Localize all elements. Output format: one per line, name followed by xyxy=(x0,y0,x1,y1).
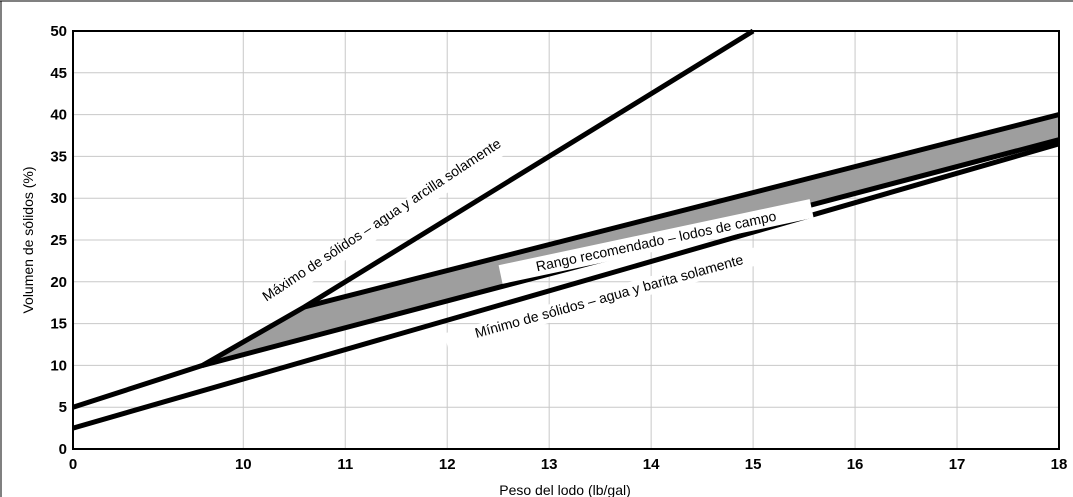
y-tick-label: 0 xyxy=(59,441,67,458)
y-tick-label: 40 xyxy=(50,107,67,124)
y-tick-label: 15 xyxy=(50,316,67,333)
x-tick-labels: 0 10 11 12 13 14 15 16 17 18 xyxy=(69,456,1068,473)
x-tick-label: 14 xyxy=(643,456,660,473)
y-tick-label: 25 xyxy=(50,232,67,249)
range-upper-line xyxy=(303,112,1060,310)
y-tick-labels: 0 5 10 15 20 25 30 35 40 45 50 xyxy=(50,23,67,458)
x-tick-label: 18 xyxy=(1051,456,1068,473)
x-tick-label: 0 xyxy=(69,456,77,473)
y-tick-label: 5 xyxy=(59,399,67,416)
x-axis-label: Peso del lodo (lb/gal) xyxy=(499,482,631,497)
y-tick-label: 20 xyxy=(50,274,67,291)
x-tick-label: 15 xyxy=(745,456,762,473)
y-tick-label: 35 xyxy=(50,148,67,165)
max-solids-line xyxy=(72,28,755,410)
plot-frame xyxy=(72,30,1060,450)
annotation-range-bg xyxy=(498,199,814,284)
x-tick-label: 13 xyxy=(541,456,558,473)
min-solids-line xyxy=(72,141,1060,431)
annotation-max-bg xyxy=(256,131,517,313)
x-tick-label: 17 xyxy=(949,456,966,473)
y-tick-label: 50 xyxy=(50,23,67,40)
y-tick-label: 10 xyxy=(50,357,67,374)
annotation-min-bg xyxy=(444,242,777,351)
y-tick-label: 45 xyxy=(50,65,67,82)
y-tick-label: 30 xyxy=(50,190,67,207)
x-tick-label: 12 xyxy=(439,456,456,473)
x-tick-label: 10 xyxy=(235,456,252,473)
x-tick-label: 16 xyxy=(847,456,864,473)
y-axis-label: Volumen de sólidos (%) xyxy=(20,166,36,313)
x-tick-label: 11 xyxy=(337,456,353,473)
